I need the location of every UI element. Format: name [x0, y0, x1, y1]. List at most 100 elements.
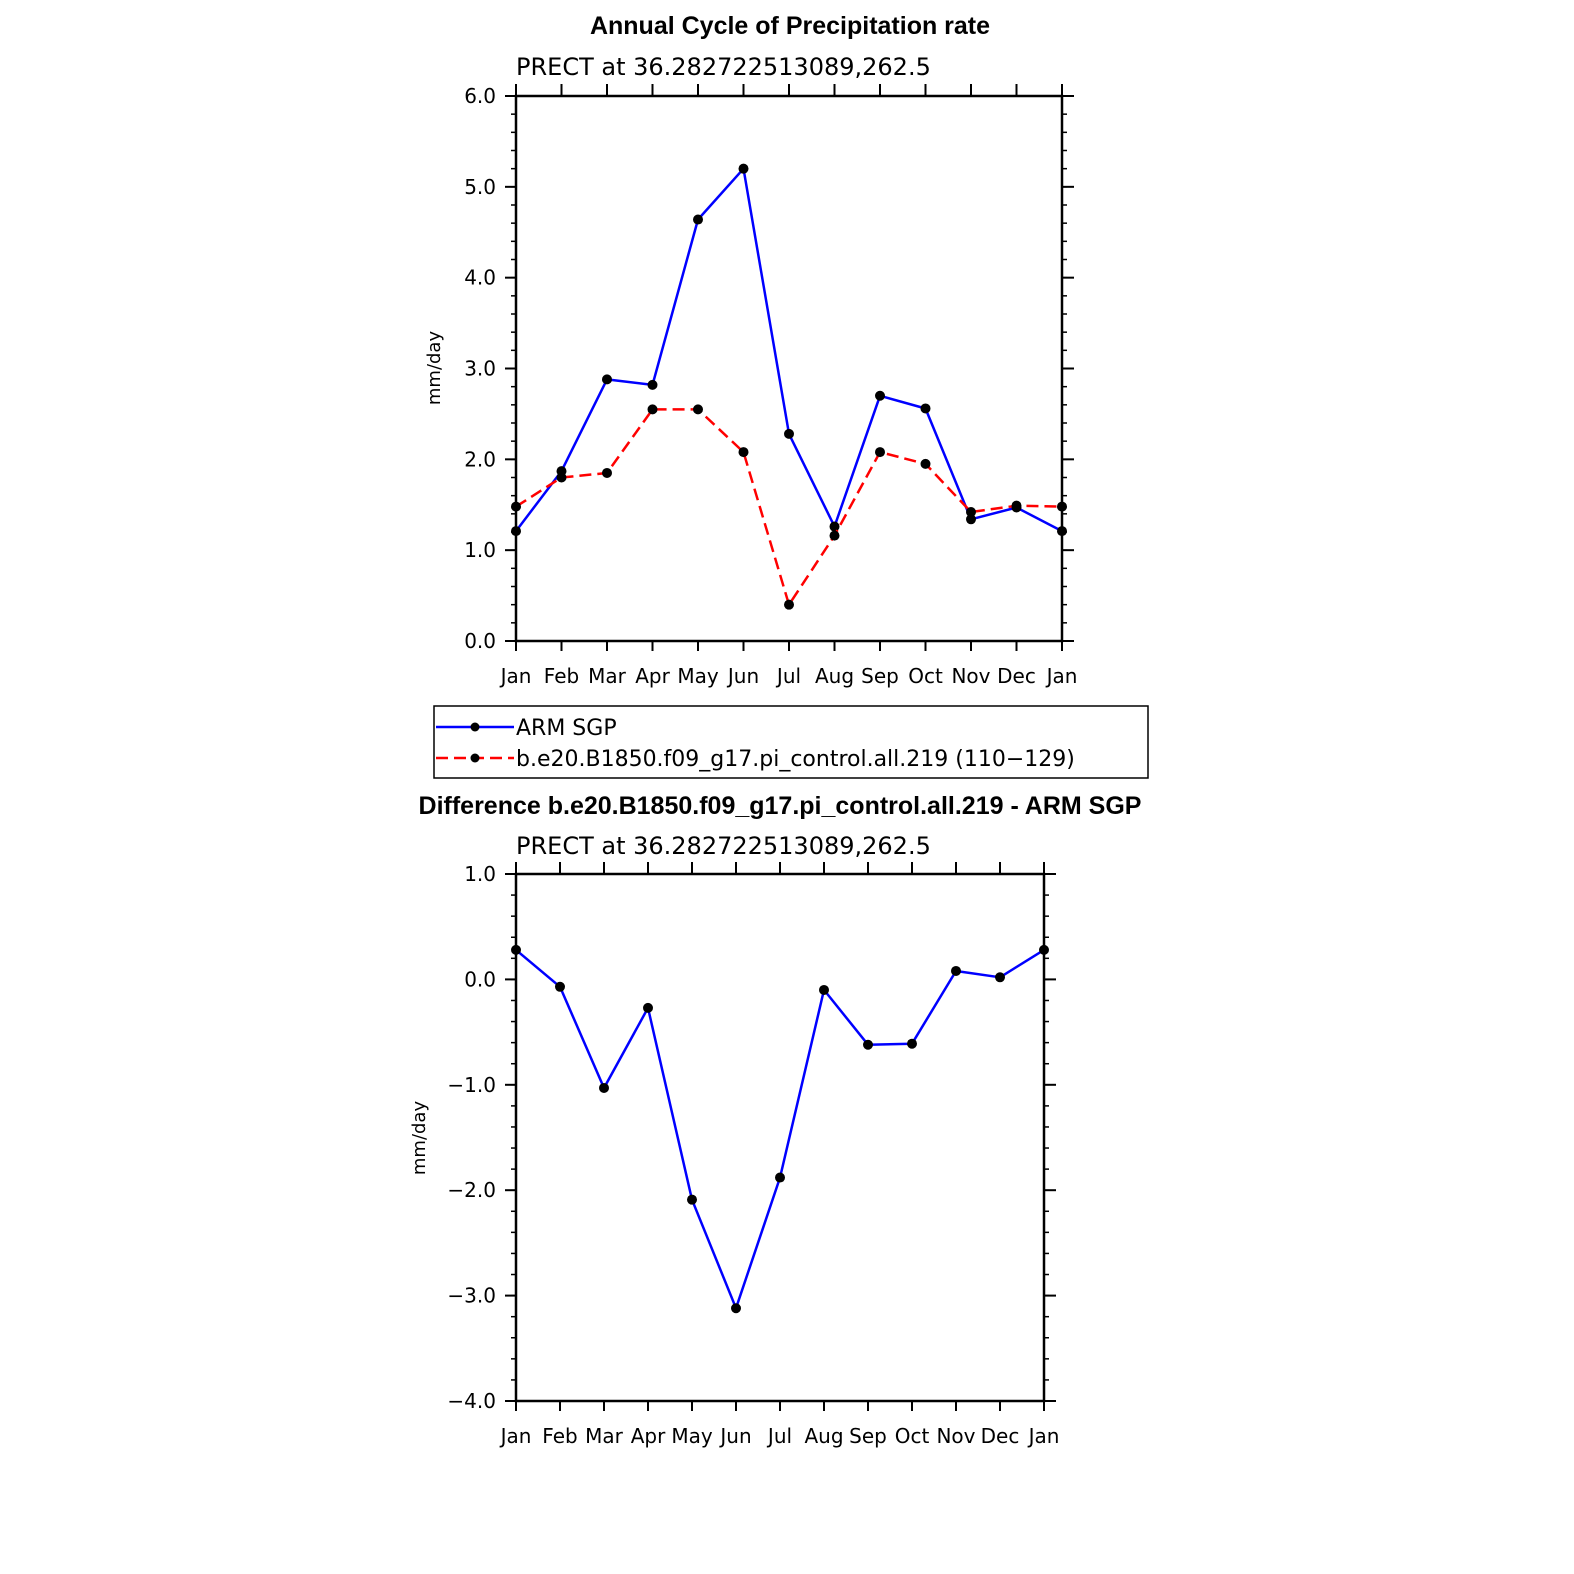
legend-marker-arm-sgp — [470, 722, 480, 732]
chart1-title: Annual Cycle of Precipitation rate — [590, 12, 990, 40]
chart1-series-1-point — [1057, 501, 1067, 512]
chart2-ytick-label: −4.0 — [447, 1389, 496, 1413]
chart1-series-0-point — [647, 379, 658, 390]
chart1-legend: ARM SGP b.e20.B1850.f09_g17.pi_control.a… — [433, 705, 1149, 779]
chart1-series-0-point — [920, 403, 931, 414]
chart2-series-0-point — [819, 984, 829, 995]
chart2-ytick-label: −1.0 — [447, 1073, 496, 1097]
chart2-series-0-point — [555, 981, 565, 992]
chart1-xtick-label: Aug — [815, 664, 854, 688]
chart1-series-1-point — [829, 530, 840, 541]
chart2-ytick-label: 1.0 — [464, 862, 496, 886]
chart2-xtick-label: Nov — [936, 1424, 975, 1448]
chart1-frame — [514, 94, 1064, 643]
chart2-xtick-label: Aug — [804, 1424, 843, 1448]
chart2-series-0-point — [775, 1172, 785, 1183]
legend-label-arm-sgp: ARM SGP — [516, 716, 617, 741]
chart1-series-0-point — [784, 428, 794, 439]
chart2-series-0-point — [687, 1194, 697, 1205]
chart1-ytick-label: 3.0 — [464, 357, 496, 381]
chart1-series-1-point — [1011, 500, 1022, 511]
chart1-xtick-label: Oct — [908, 664, 943, 688]
chart1-ylabel: mm/day — [424, 331, 445, 406]
chart1-series-0-point — [875, 390, 885, 401]
chart2-series-0-point — [731, 1303, 741, 1314]
chart2-xtick-label: Sep — [849, 1424, 887, 1448]
chart2-xtick-label: Apr — [631, 1424, 666, 1448]
chart1-series-0-point — [829, 521, 840, 532]
legend-item-model: b.e20.B1850.f09_g17.pi_control.all.219 (… — [436, 747, 1075, 772]
chart2-ytick-label: −2.0 — [447, 1178, 496, 1202]
chart2-xtick-label: May — [671, 1424, 713, 1448]
chart1-series-1-point — [602, 467, 612, 478]
chart2-xtick-label: Jan — [1027, 1424, 1060, 1448]
chart2-series-0-point — [599, 1082, 609, 1093]
chart2-xtick-label: Jan — [499, 1424, 532, 1448]
chart1-ytick-label: 5.0 — [464, 175, 496, 199]
chart1-ytick-label: 4.0 — [464, 266, 496, 290]
chart1-series-0-line — [515, 167, 1063, 533]
chart2-xtick-label: Oct — [895, 1424, 930, 1448]
chart1-series-1-point — [784, 599, 794, 610]
legend-label-model: b.e20.B1850.f09_g17.pi_control.all.219 (… — [516, 747, 1075, 772]
chart2-xtick-label: Dec — [981, 1424, 1020, 1448]
chart2-series-0-line — [515, 948, 1045, 1310]
chart1-series-0-point — [602, 374, 612, 385]
chart2-axes: Jan Feb Mar Apr May Jun Jul Aug Sep Oct Nov Dec Jan−… — [447, 862, 1059, 1448]
chart1-xtick-label: Jan — [499, 664, 532, 688]
chart2-ytick-label: −3.0 — [447, 1284, 496, 1308]
chart1-xtick-label: Jul — [775, 664, 801, 688]
chart1-xtick-label: Mar — [588, 664, 627, 688]
chart1-series-0-point — [1057, 526, 1067, 537]
chart1-axes: Jan Feb Mar Apr May Jun Jul Aug Sep Oct Nov Dec Jan0… — [464, 84, 1077, 688]
chart2-series-0-point — [1039, 944, 1049, 955]
chart-difference: Difference b.e20.B1850.f09_g17.pi_contro… — [409, 792, 1141, 1448]
chart-annual-cycle: Annual Cycle of Precipitation rate PRECT… — [424, 12, 1077, 688]
chart2-xtick-label: Jul — [766, 1424, 792, 1448]
chart1-series-1-point — [920, 458, 931, 469]
legend-item-arm-sgp: ARM SGP — [436, 716, 617, 741]
chart1-series-1-point — [647, 404, 658, 415]
chart2-series-0-point — [907, 1038, 917, 1049]
legend-box — [433, 705, 1149, 779]
chart2-subtitle: PRECT at 36.282722513089,262.5 — [516, 832, 931, 860]
chart1-series — [511, 163, 1067, 610]
chart2-series-0-point — [863, 1039, 873, 1050]
chart1-xtick-label: Dec — [997, 664, 1036, 688]
chart1-xtick-label: May — [677, 664, 719, 688]
chart2-series-0-point — [511, 944, 521, 955]
legend-marker-model — [470, 753, 480, 763]
chart1-series-0-point — [966, 514, 976, 525]
chart1-series-1-point — [875, 447, 885, 458]
chart1-xtick-label: Sep — [861, 664, 899, 688]
chart2-series-0-point — [951, 965, 961, 976]
chart1-series-0-point — [693, 214, 703, 225]
chart1-series-1-point — [511, 501, 521, 512]
chart2-series-0-point — [995, 972, 1005, 983]
chart1-ytick-label: 0.0 — [464, 629, 496, 653]
chart1-ytick-label: 1.0 — [464, 538, 496, 562]
chart1-xtick-label: Apr — [635, 664, 670, 688]
chart1-series-0-point — [738, 163, 749, 174]
chart2-xtick-label: Feb — [542, 1424, 577, 1448]
chart1-xtick-label: Jan — [1045, 664, 1078, 688]
chart1-series-1-point — [966, 507, 976, 518]
chart2-xtick-label: Jun — [718, 1424, 751, 1448]
chart2-ytick-label: 0.0 — [464, 967, 496, 991]
chart2-title: Difference b.e20.B1850.f09_g17.pi_contro… — [419, 792, 1142, 820]
chart2-series-0-point — [643, 1002, 653, 1013]
chart1-xtick-label: Nov — [951, 664, 990, 688]
chart1-series-1-point — [738, 447, 749, 458]
chart2-ylabel: mm/day — [409, 1101, 430, 1176]
chart2-series — [511, 944, 1049, 1314]
chart1-series-1-point — [693, 404, 703, 415]
chart2-xtick-label: Mar — [585, 1424, 624, 1448]
chart1-series-1-point — [556, 472, 567, 483]
chart1-subtitle: PRECT at 36.282722513089,262.5 — [516, 53, 931, 81]
chart1-ytick-label: 6.0 — [464, 84, 496, 108]
chart1-ytick-label: 2.0 — [464, 447, 496, 471]
chart2-frame — [514, 872, 1046, 1403]
chart1-xtick-label: Feb — [544, 664, 579, 688]
chart1-series-0-point — [511, 526, 521, 537]
